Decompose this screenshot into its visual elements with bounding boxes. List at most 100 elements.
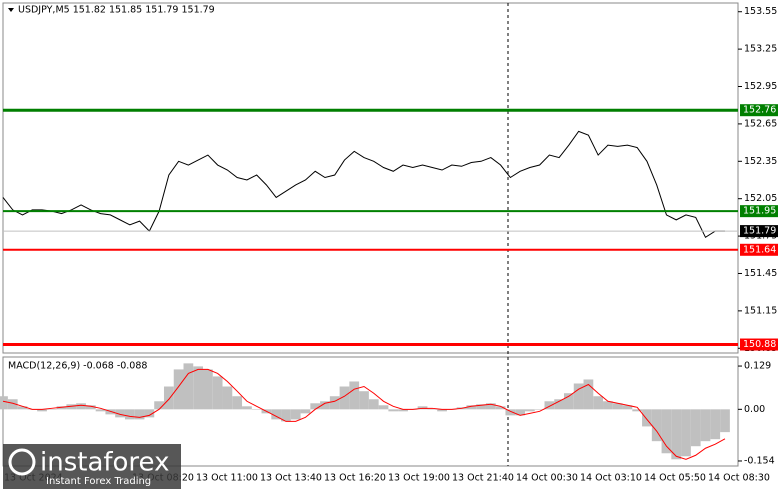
y-tick-label: 152.05 xyxy=(744,193,777,204)
macd-bar xyxy=(368,399,379,410)
macd-bar xyxy=(173,369,184,410)
macd-bar xyxy=(349,381,360,410)
x-tick-label: 13 Oct 19:00 xyxy=(388,473,450,484)
macd-bar xyxy=(95,409,106,412)
y-tick-label: 153.25 xyxy=(744,44,777,55)
macd-bar xyxy=(632,409,643,412)
macd-bar xyxy=(115,409,125,418)
y-tick-label: 0.129 xyxy=(744,361,771,372)
y-tick-label: 153.55 xyxy=(744,6,777,17)
last-price-tag xyxy=(740,225,778,238)
macd-bar xyxy=(56,406,67,410)
y-tick-label: 152.35 xyxy=(744,156,777,167)
macd-bar xyxy=(710,409,721,440)
macd-bar xyxy=(720,409,730,433)
macd-bar xyxy=(134,409,145,420)
price-panel xyxy=(2,2,739,354)
macd-bar xyxy=(583,379,594,410)
y-tick-label: 0.00 xyxy=(744,404,765,415)
level-label: 150.88 xyxy=(743,339,776,350)
macd-bar xyxy=(515,409,525,416)
macd-bar xyxy=(329,396,340,410)
macd-bar xyxy=(495,406,506,410)
macd-bar xyxy=(573,383,584,410)
macd-bar xyxy=(534,409,545,410)
macd-bar xyxy=(661,409,672,454)
watermark-tagline: Instant Forex Trading xyxy=(46,476,151,487)
macd-bar xyxy=(17,406,28,410)
y-tick-label: 152.65 xyxy=(744,118,777,129)
menu-arrow xyxy=(8,8,14,12)
macd-bar xyxy=(154,401,164,410)
macd-bar xyxy=(544,401,555,410)
macd-bar xyxy=(388,409,399,412)
macd-bar xyxy=(524,409,535,412)
macd-bar xyxy=(290,409,301,420)
macd-bar xyxy=(505,409,516,416)
watermark-brand: instaforex xyxy=(40,448,169,478)
macd-bar xyxy=(681,409,691,457)
x-tick-label: 14 Oct 08:30 xyxy=(708,473,770,484)
macd-bar xyxy=(339,386,350,410)
signal-line xyxy=(2,368,726,460)
macd-bar xyxy=(232,396,243,410)
macd-bar xyxy=(427,409,438,410)
y-tick-label: -0.154 xyxy=(744,455,775,466)
macd-bar xyxy=(642,409,652,427)
macd-bar xyxy=(251,409,262,410)
macd-bar xyxy=(651,409,662,442)
macd-bar xyxy=(690,409,701,447)
level-label: 151.95 xyxy=(743,206,776,217)
level-tag xyxy=(740,104,778,117)
macd-bar xyxy=(320,401,330,410)
macd-bar xyxy=(144,409,155,418)
macd-bar xyxy=(359,391,369,410)
watermark-logo xyxy=(8,448,36,476)
macd-bar xyxy=(193,366,204,410)
macd-bar xyxy=(163,386,174,410)
macd-bar xyxy=(700,409,711,442)
macd-bar xyxy=(310,403,321,410)
macd-bar xyxy=(378,405,389,410)
macd-bar xyxy=(0,396,8,410)
macd-bar xyxy=(46,409,57,410)
y-tick-label: 152.95 xyxy=(744,81,777,92)
watermark: instaforex Instant Forex Trading xyxy=(3,444,181,489)
x-tick-label: 14 Oct 05:50 xyxy=(644,473,706,484)
level-label: 152.76 xyxy=(743,105,776,116)
macd-bar xyxy=(76,403,86,410)
macd-bar xyxy=(622,405,633,410)
level-label: 151.64 xyxy=(743,244,776,255)
macd-bar xyxy=(124,409,135,420)
macd-bar xyxy=(66,404,77,410)
macd-panel xyxy=(2,356,739,467)
macd-bar xyxy=(593,396,604,410)
level-tag xyxy=(740,243,778,256)
macd-bar xyxy=(603,401,613,410)
macd-bar xyxy=(212,376,223,410)
chart-title: USDJPY,M5 151.82 151.85 151.79 151.79 xyxy=(18,5,215,16)
x-tick-label: 14 Oct 03:10 xyxy=(580,473,642,484)
macd-bar xyxy=(476,404,486,410)
macd-bar xyxy=(183,363,194,410)
layer: 153.55 153.25 152.95 152.65 152.35 152.05 151.… xyxy=(0,6,778,484)
macd-bar xyxy=(271,409,282,420)
macd-bar xyxy=(437,409,447,412)
macd-bar xyxy=(417,406,428,410)
macd-bar xyxy=(281,409,291,422)
macd-bar xyxy=(300,409,311,414)
macd-bar xyxy=(203,369,213,410)
macd-bar xyxy=(37,409,47,412)
y-tick-label: 151.15 xyxy=(744,305,777,316)
macd-title: MACD(12,26,9) -0.068 -0.088 xyxy=(8,361,147,372)
macd-bar xyxy=(398,409,408,412)
macd-bar xyxy=(671,409,682,460)
y-tick-label: 151.45 xyxy=(744,268,777,279)
last-price-label: 151.79 xyxy=(743,226,776,237)
macd-bar xyxy=(485,403,496,410)
x-tick-label: 13 Oct 13:40 xyxy=(260,473,322,484)
macd-bar xyxy=(222,386,233,410)
macd-bar xyxy=(466,405,477,410)
